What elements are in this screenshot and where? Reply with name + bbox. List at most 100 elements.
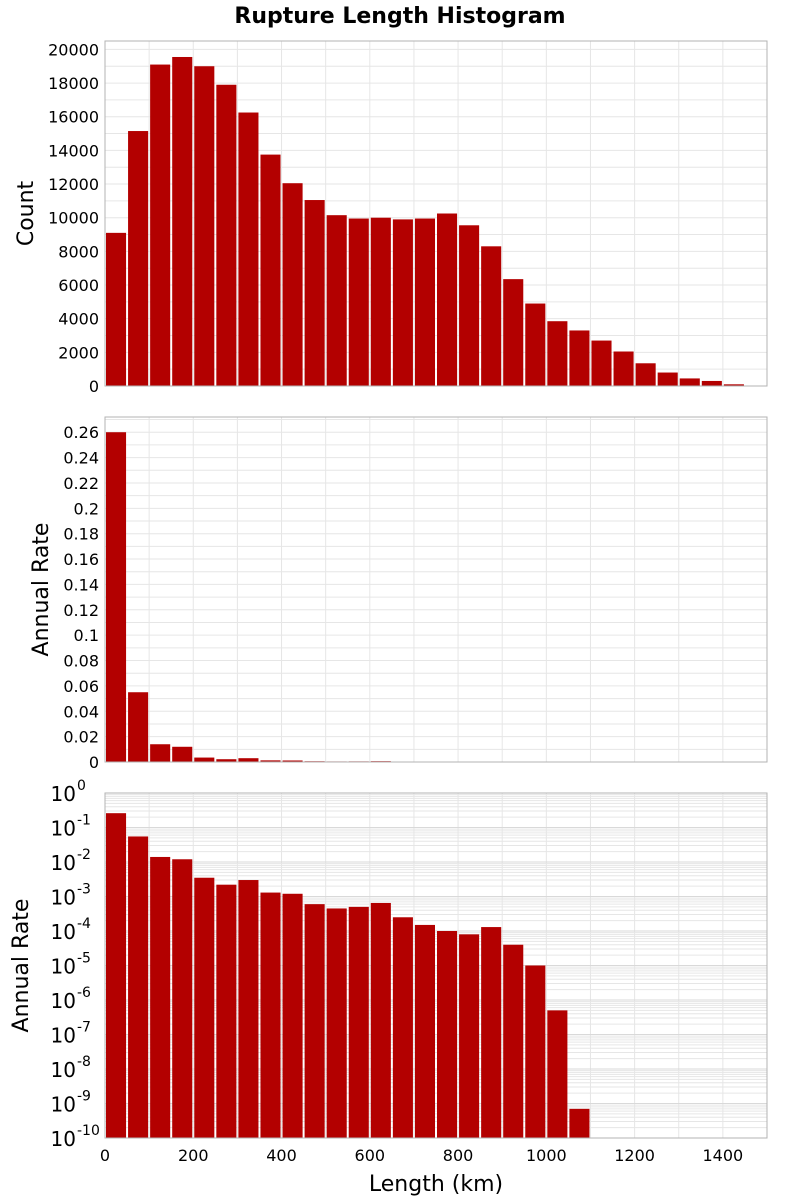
- histogram-bar: [305, 904, 325, 1138]
- y-tick-label-base: 10: [51, 920, 76, 944]
- histogram-bar: [371, 218, 391, 386]
- y-tick-label: 2000: [58, 343, 99, 362]
- histogram-bar: [260, 893, 280, 1138]
- histogram-bar: [702, 381, 722, 386]
- y-tick-label-base: 10: [51, 1127, 76, 1151]
- histogram-bar: [216, 85, 236, 386]
- x-tick-label: 0: [100, 1146, 110, 1165]
- histogram-bar: [481, 246, 501, 386]
- histogram-bar: [172, 859, 192, 1138]
- x-tick-label: 1200: [614, 1146, 655, 1165]
- histogram-bar: [569, 330, 589, 386]
- y-tick-label: 20000: [48, 40, 99, 59]
- histogram-bar: [106, 233, 126, 386]
- y-tick-label: 0.08: [63, 652, 99, 671]
- y-tick-label-exponent: -9: [77, 1089, 91, 1105]
- histogram-bar: [371, 903, 391, 1138]
- histogram-bar: [128, 131, 148, 386]
- y-tick-label: 0.22: [63, 474, 99, 493]
- y-tick-label: 14000: [48, 141, 99, 160]
- histogram-bar: [128, 836, 148, 1138]
- chart-panel-3: 10-1010-910-810-710-610-510-410-310-210-…: [9, 778, 767, 1197]
- histogram-bar: [305, 200, 325, 386]
- y-tick-label: 0.12: [63, 601, 99, 620]
- y-tick-label: 0.14: [63, 575, 99, 594]
- histogram-bar: [150, 857, 170, 1138]
- histogram-bar: [503, 279, 523, 386]
- histogram-bar: [459, 934, 479, 1138]
- histogram-bar: [503, 945, 523, 1138]
- histogram-bar: [172, 747, 192, 762]
- y-tick-label: 8000: [58, 242, 99, 261]
- histogram-bar: [327, 215, 347, 386]
- x-tick-label: 800: [443, 1146, 474, 1165]
- y-tick-label: 0.26: [63, 423, 99, 442]
- y-tick-label-base: 10: [51, 782, 76, 806]
- y-tick-label: 0.18: [63, 525, 99, 544]
- histogram-bar: [636, 363, 656, 386]
- histogram-bar: [194, 66, 214, 386]
- y-tick-label-base: 10: [51, 1024, 76, 1048]
- plot-area: [105, 417, 767, 762]
- y-tick-label-base: 10: [51, 1058, 76, 1082]
- y-tick-label-exponent: -1: [77, 813, 91, 829]
- y-tick-label: 12000: [48, 175, 99, 194]
- x-tick-label: 200: [178, 1146, 209, 1165]
- histogram-bar: [260, 155, 280, 386]
- histogram-bar: [238, 880, 258, 1138]
- y-tick-label-exponent: 0: [77, 778, 86, 794]
- y-tick-label-exponent: -4: [77, 916, 91, 932]
- y-tick-label: 0: [89, 377, 99, 396]
- chart-title: Rupture Length Histogram: [234, 4, 565, 29]
- histogram-bar: [591, 341, 611, 386]
- y-tick-label: 0: [89, 753, 99, 772]
- histogram-bar: [614, 352, 634, 387]
- histogram-bar: [393, 219, 413, 386]
- histogram-bar: [481, 927, 501, 1138]
- histogram-bar: [415, 219, 435, 386]
- histogram-bar: [128, 692, 148, 762]
- y-tick-label: 18000: [48, 74, 99, 93]
- histogram-bar: [547, 321, 567, 386]
- y-tick-label: 0.2: [74, 499, 99, 518]
- histogram-bar: [437, 931, 457, 1138]
- histogram-bar: [150, 744, 170, 762]
- histogram-bar: [349, 219, 369, 386]
- y-axis-label: Annual Rate: [29, 523, 54, 657]
- histogram-bar: [547, 1010, 567, 1138]
- histogram-bar: [459, 225, 479, 386]
- histogram-bar: [238, 758, 258, 762]
- y-tick-label: 0.16: [63, 550, 99, 569]
- y-tick-label: 10000: [48, 209, 99, 228]
- y-tick-label-exponent: -10: [77, 1123, 100, 1139]
- y-tick-label-base: 10: [51, 851, 76, 875]
- y-tick-label-exponent: -6: [77, 985, 91, 1001]
- histogram-bar: [393, 917, 413, 1138]
- y-tick-label-exponent: -7: [77, 1020, 91, 1036]
- y-tick-label: 6000: [58, 276, 99, 295]
- y-tick-label-base: 10: [51, 955, 76, 979]
- x-tick-label: 600: [355, 1146, 386, 1165]
- y-axis-label: Annual Rate: [9, 899, 34, 1033]
- y-tick-label: 0.02: [63, 728, 99, 747]
- histogram-bar: [194, 878, 214, 1138]
- x-tick-label: 400: [266, 1146, 297, 1165]
- histogram-bar: [194, 758, 214, 762]
- y-tick-label-base: 10: [51, 817, 76, 841]
- chart-panel-2: 00.020.040.060.080.10.120.140.160.180.20…: [29, 417, 767, 772]
- y-tick-label: 0.06: [63, 677, 99, 696]
- y-tick-label: 4000: [58, 310, 99, 329]
- y-tick-label: 0.24: [63, 449, 99, 468]
- y-tick-label-exponent: -8: [77, 1054, 91, 1070]
- histogram-bar: [415, 925, 435, 1138]
- chart-panel-1: 0200040006000800010000120001400016000180…: [14, 40, 767, 396]
- y-tick-label-exponent: -5: [77, 951, 91, 967]
- histogram-bar: [106, 432, 126, 762]
- y-axis-label: Count: [14, 180, 39, 246]
- histogram-bar: [238, 113, 258, 386]
- histogram-bar: [106, 813, 126, 1138]
- x-tick-label: 1400: [703, 1146, 744, 1165]
- histogram-bar: [525, 966, 545, 1139]
- histogram-bar: [327, 908, 347, 1138]
- histogram-bar: [283, 183, 303, 386]
